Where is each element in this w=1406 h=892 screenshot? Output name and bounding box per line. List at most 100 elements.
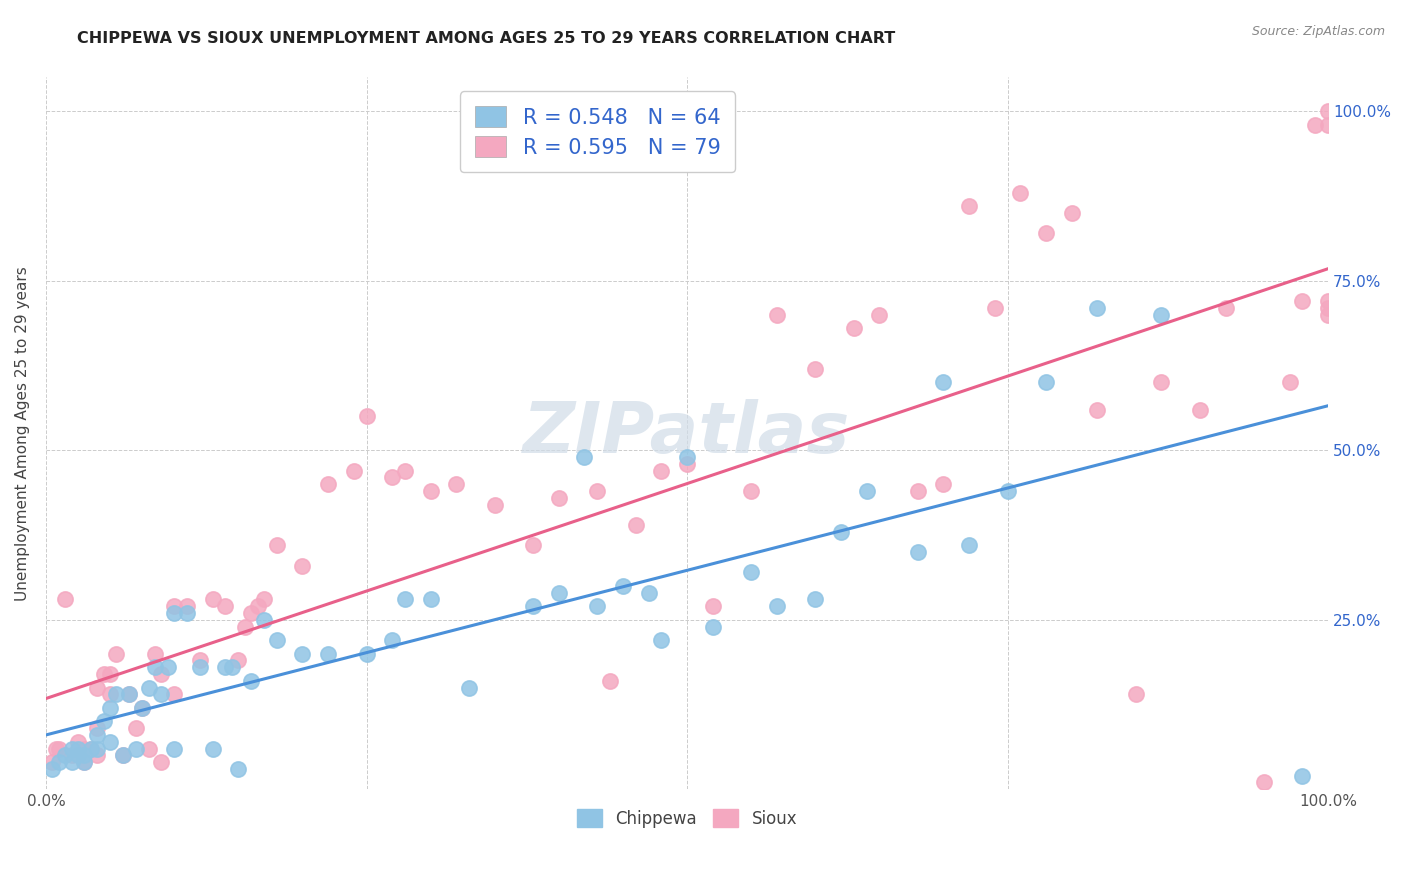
Point bbox=[86, 748, 108, 763]
Point bbox=[830, 524, 852, 539]
Point bbox=[356, 647, 378, 661]
Point bbox=[1305, 118, 1327, 132]
Point bbox=[150, 755, 173, 769]
Point bbox=[118, 687, 141, 701]
Point bbox=[676, 450, 699, 464]
Point bbox=[188, 653, 211, 667]
Point bbox=[240, 606, 263, 620]
Point bbox=[1291, 294, 1313, 309]
Point bbox=[73, 748, 96, 763]
Point bbox=[907, 545, 929, 559]
Point bbox=[1125, 687, 1147, 701]
Point bbox=[1317, 308, 1340, 322]
Point bbox=[98, 667, 121, 681]
Point bbox=[80, 741, 103, 756]
Point bbox=[458, 681, 481, 695]
Point bbox=[291, 647, 314, 661]
Point bbox=[233, 619, 256, 633]
Point bbox=[381, 470, 404, 484]
Point bbox=[53, 748, 76, 763]
Point bbox=[105, 687, 128, 701]
Point bbox=[48, 741, 70, 756]
Point bbox=[131, 701, 153, 715]
Point bbox=[765, 308, 787, 322]
Point bbox=[997, 483, 1019, 498]
Point bbox=[98, 687, 121, 701]
Point bbox=[1253, 775, 1275, 789]
Point bbox=[547, 585, 569, 599]
Point bbox=[394, 464, 416, 478]
Text: ZIPatlas: ZIPatlas bbox=[523, 399, 851, 467]
Point bbox=[522, 599, 544, 614]
Point bbox=[574, 450, 596, 464]
Point bbox=[150, 667, 173, 681]
Point bbox=[1317, 294, 1340, 309]
Point bbox=[932, 376, 955, 390]
Point bbox=[702, 599, 724, 614]
Point bbox=[291, 558, 314, 573]
Point bbox=[446, 477, 468, 491]
Point bbox=[60, 741, 83, 756]
Point bbox=[41, 762, 63, 776]
Point bbox=[150, 687, 173, 701]
Point bbox=[765, 599, 787, 614]
Point bbox=[1291, 769, 1313, 783]
Point bbox=[740, 566, 762, 580]
Point bbox=[804, 362, 827, 376]
Point bbox=[804, 592, 827, 607]
Point bbox=[1150, 376, 1173, 390]
Point bbox=[868, 308, 890, 322]
Point bbox=[246, 599, 269, 614]
Point bbox=[66, 741, 89, 756]
Point bbox=[1317, 301, 1340, 315]
Point bbox=[45, 741, 67, 756]
Point bbox=[138, 741, 160, 756]
Point bbox=[1085, 301, 1108, 315]
Point bbox=[73, 755, 96, 769]
Point bbox=[48, 755, 70, 769]
Point bbox=[1035, 376, 1057, 390]
Point bbox=[111, 748, 134, 763]
Point bbox=[1035, 227, 1057, 241]
Point bbox=[586, 483, 609, 498]
Point bbox=[522, 538, 544, 552]
Point bbox=[957, 199, 980, 213]
Point bbox=[86, 721, 108, 735]
Point bbox=[316, 647, 339, 661]
Point bbox=[253, 592, 276, 607]
Point bbox=[650, 464, 672, 478]
Point bbox=[73, 755, 96, 769]
Point bbox=[163, 599, 186, 614]
Point bbox=[394, 592, 416, 607]
Point bbox=[266, 538, 288, 552]
Point bbox=[214, 599, 236, 614]
Point bbox=[1317, 104, 1340, 119]
Point bbox=[163, 741, 186, 756]
Point bbox=[842, 321, 865, 335]
Point bbox=[253, 613, 276, 627]
Point bbox=[740, 483, 762, 498]
Point bbox=[143, 647, 166, 661]
Point bbox=[624, 517, 647, 532]
Point bbox=[226, 653, 249, 667]
Point bbox=[419, 592, 441, 607]
Point bbox=[484, 498, 506, 512]
Text: CHIPPEWA VS SIOUX UNEMPLOYMENT AMONG AGES 25 TO 29 YEARS CORRELATION CHART: CHIPPEWA VS SIOUX UNEMPLOYMENT AMONG AGE… bbox=[77, 31, 896, 46]
Point bbox=[73, 741, 96, 756]
Point bbox=[125, 741, 148, 756]
Point bbox=[1278, 376, 1301, 390]
Point bbox=[1060, 206, 1083, 220]
Point bbox=[1150, 308, 1173, 322]
Point bbox=[650, 633, 672, 648]
Point bbox=[419, 483, 441, 498]
Point bbox=[240, 673, 263, 688]
Point bbox=[176, 599, 198, 614]
Point bbox=[188, 660, 211, 674]
Point bbox=[80, 741, 103, 756]
Point bbox=[907, 483, 929, 498]
Point bbox=[221, 660, 243, 674]
Point bbox=[316, 477, 339, 491]
Point bbox=[957, 538, 980, 552]
Point bbox=[201, 741, 224, 756]
Point bbox=[855, 483, 877, 498]
